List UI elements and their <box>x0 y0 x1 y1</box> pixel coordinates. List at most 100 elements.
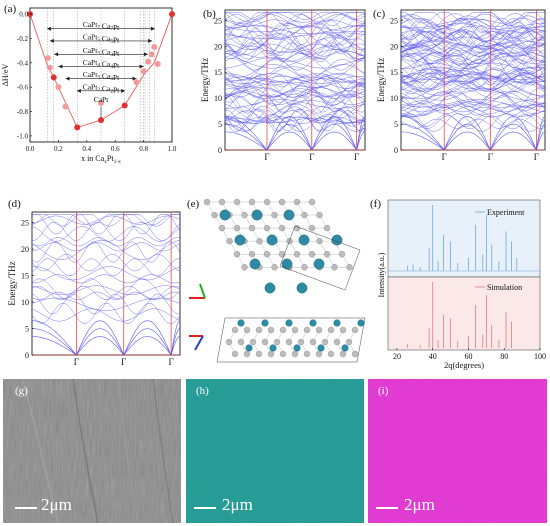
x-tick-label: Γ <box>169 357 174 367</box>
ca-atom <box>269 344 277 352</box>
optical-branch <box>224 49 366 69</box>
arrowhead <box>65 76 70 81</box>
optical-branch <box>400 68 546 78</box>
optical-branch <box>224 90 366 98</box>
optical-branch <box>400 114 546 127</box>
y-axis-label: Energy/THz <box>376 58 386 102</box>
data-point <box>46 64 53 71</box>
y-tick-label: 25 <box>21 219 29 228</box>
panel-b: (b) Γ Γ Γ 0 5 10 15 20 25 Energy/THz <box>185 0 370 165</box>
panel-i-label: (i) <box>378 385 389 397</box>
optical-branch <box>31 214 180 226</box>
x-axis-label: x in CaxPt1-x <box>81 154 121 165</box>
bond <box>228 329 236 343</box>
data-point <box>140 68 147 75</box>
arrowhead <box>121 88 126 93</box>
optical-branch <box>224 117 366 123</box>
arrowhead <box>132 76 137 81</box>
bond <box>312 341 320 355</box>
x-tick-label: 1.0 <box>168 145 177 153</box>
scale-text-i: 2μm <box>404 495 435 514</box>
optical-branch <box>224 64 366 78</box>
optical-branch <box>400 27 546 50</box>
unit-cell <box>279 225 361 291</box>
optical-branch <box>224 76 366 83</box>
panel-f-label: (f) <box>370 198 381 210</box>
optical-branch <box>400 18 546 42</box>
ca-atom <box>245 344 253 352</box>
panel-b-label: (b) <box>203 8 216 20</box>
x-tick-label: Γ <box>74 357 79 367</box>
optical-branch <box>224 116 366 124</box>
data-point <box>98 117 104 124</box>
arrowhead <box>54 52 59 57</box>
optical-branch <box>31 297 181 311</box>
phase-label: CaPt3 Ca3Pt <box>83 70 120 82</box>
scale-bar-g <box>15 507 37 509</box>
bond <box>324 341 332 355</box>
b-axis <box>199 283 206 299</box>
phase-label: CaPt4 Ca4Pt <box>83 58 120 70</box>
y-tick-label: 20 <box>390 42 398 51</box>
pt-atom <box>346 264 353 271</box>
optical-branch <box>400 15 546 30</box>
eds-map-ca: (h) 2μm <box>186 379 364 523</box>
optical-branch <box>224 26 366 33</box>
optical-branch <box>31 239 181 260</box>
optical-branch <box>224 94 366 114</box>
optical-branch <box>224 32 366 39</box>
phonon-bands-b: Γ Γ Γ 0 5 10 15 20 25 Energy/THz <box>200 9 366 162</box>
sem-texture <box>3 379 181 523</box>
optical-branch <box>400 100 546 109</box>
bond <box>264 341 272 355</box>
optical-branch <box>224 74 366 88</box>
optical-branch <box>400 40 546 57</box>
optical-branch <box>400 80 546 99</box>
ca-atom <box>313 258 325 270</box>
y-tick-label: 15 <box>21 272 29 281</box>
panel-c-label: (c) <box>373 8 386 20</box>
data-point <box>121 102 128 109</box>
optical-branch <box>224 110 366 132</box>
phase-label: CaPt5 Ca5Pt <box>83 32 120 44</box>
optical-branch <box>400 67 545 83</box>
unit-cell-side <box>216 317 366 363</box>
optical-branch <box>400 72 546 90</box>
arrowhead <box>139 64 144 69</box>
data-point <box>133 79 140 86</box>
optical-branch <box>400 42 546 53</box>
optical-branch <box>224 105 366 127</box>
optical-branch <box>31 215 181 225</box>
ca-atom <box>264 282 276 294</box>
x-tick-label: 40 <box>429 352 437 361</box>
capt-label: CaPt <box>94 95 110 104</box>
optical-branch <box>224 103 366 122</box>
ca-atom <box>234 234 246 246</box>
y-tick-label: -0.8 <box>17 108 29 116</box>
y-tick-label: 5 <box>218 120 222 129</box>
optical-branch <box>224 100 366 123</box>
optical-branch <box>224 23 366 47</box>
bond <box>252 329 260 343</box>
optical-branch <box>400 68 546 85</box>
optical-branch <box>224 74 366 98</box>
c-axis-side <box>194 335 204 351</box>
plot-frame <box>31 211 181 356</box>
acoustic-branch <box>224 131 366 151</box>
acoustic-branch <box>400 131 546 151</box>
data-point <box>62 103 69 110</box>
optical-branch <box>31 308 181 322</box>
optical-branch <box>224 94 366 105</box>
optical-branch <box>31 237 181 247</box>
panel-g-label: (g) <box>15 385 28 397</box>
optical-branch <box>31 285 181 300</box>
x-tick-label: 0.6 <box>111 145 120 153</box>
optical-branch <box>31 258 180 277</box>
bond <box>228 341 236 355</box>
xrd-chart: Experiment Simulation 20 40 60 80 100 2q(degree… <box>377 199 546 370</box>
y-axis-label: Energy/THz <box>200 58 210 102</box>
bond <box>276 341 284 355</box>
optical-branch <box>400 115 546 130</box>
arrowhead <box>49 38 54 43</box>
x-tick-label: Γ <box>354 152 359 162</box>
